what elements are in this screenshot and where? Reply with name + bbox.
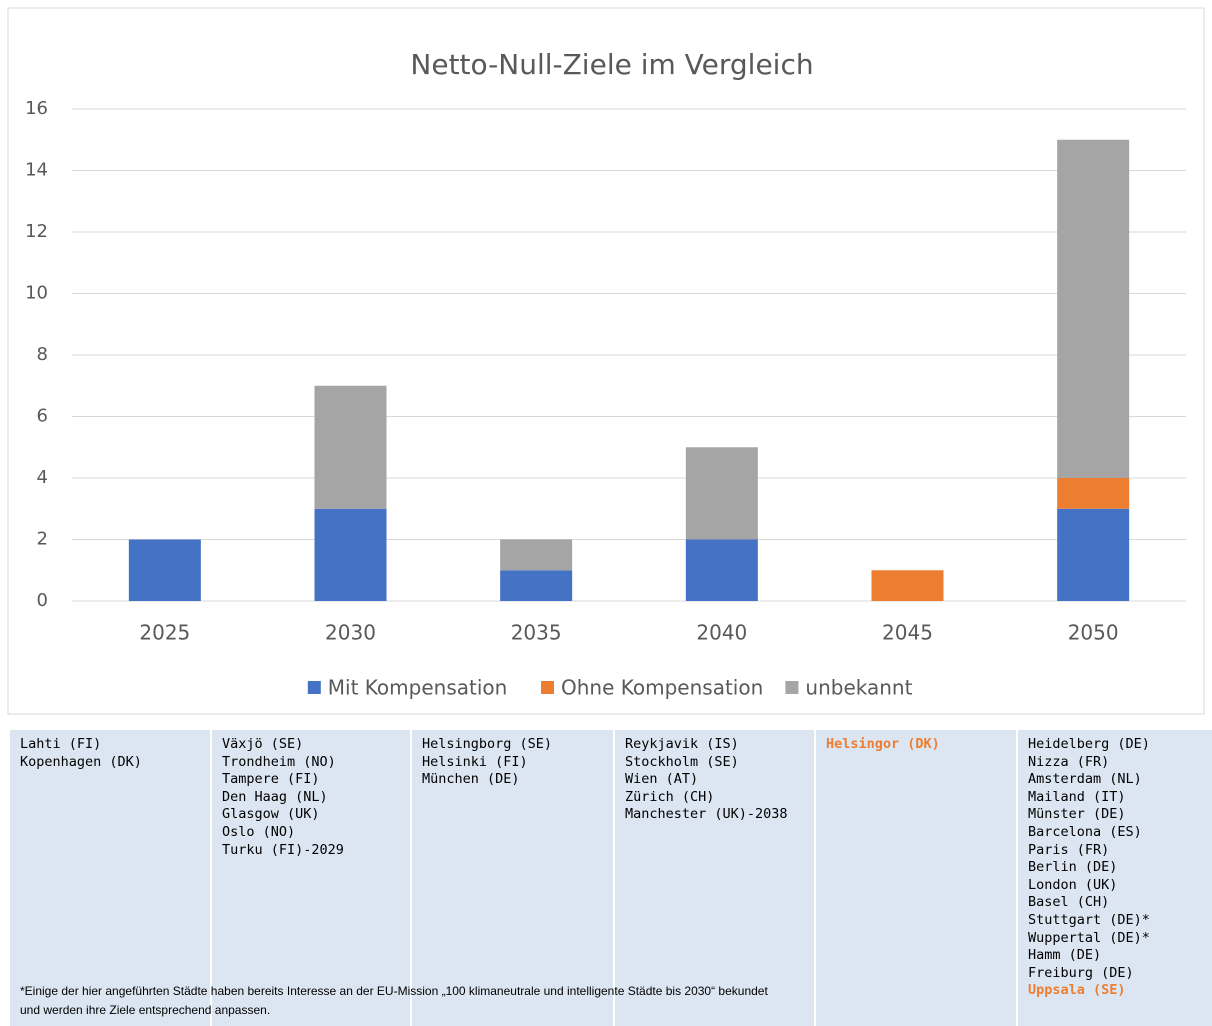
city: Reykjavik (IS) [625,736,739,752]
y-tick-label: 4 [37,467,48,488]
city: Paris (FR) [1028,841,1110,858]
y-tick-label: 10 [25,283,48,304]
footnote-line: und werden ihre Ziele entsprechend anpas… [20,1003,271,1017]
city: Glasgow (UK) [222,806,320,823]
bar-segment [1057,508,1130,601]
city: Münster (DE) [1028,806,1126,823]
city: Heidelberg (DE) [1028,736,1150,752]
city: Växjö (SE) [222,736,304,752]
city: Tampere (FI) [222,771,320,788]
city: Wien (AT) [625,771,699,788]
city: Helsingor (DK) [826,736,940,752]
city: Lahti (FI) [20,736,102,752]
bar-segment [500,539,573,571]
x-tick-label: 2045 [882,621,933,645]
y-tick-label: 16 [25,98,48,119]
city: Uppsala (SE) [1028,982,1126,999]
city-table: Lahti (FI) Kopenhagen (DK) Växjö (SE) Trond… [10,730,1212,1026]
bar-segment [685,539,758,601]
city: Hamm (DE) [1028,947,1102,964]
y-tick-label: 2 [37,529,48,550]
table-column: Reykjavik (IS) Stockholm (SE) Wien (AT) Zür… [613,730,814,1026]
bar-segment [314,385,387,509]
bar-segment [128,539,201,601]
city: Zürich (CH) [625,788,715,805]
table-column: Helsingborg (SE) Helsinki (FI) München (DE… [410,730,613,1026]
city: Helsingborg (SE) [422,736,553,752]
chart: Netto-Null-Ziele im Vergleich 0 2 4 6 8 10 12 1… [7,7,1205,715]
footnote-line: *Einige der hier angeführten Städte habe… [20,984,768,998]
city: Den Haag (NL) [222,788,328,805]
bar-segment [1057,478,1130,509]
y-tick-label: 8 [37,344,48,365]
bar-segment [1057,139,1130,478]
city: Oslo (NO) [222,823,296,840]
table-column: Växjö (SE) Trondheim (NO) Tampere (FI) Den … [210,730,410,1026]
chart-title: Netto-Null-Ziele im Vergleich [410,48,813,81]
chart-border [7,7,1205,715]
bar-segment [685,447,758,540]
city: Wuppertal (DE)* [1028,929,1150,946]
city: Nizza (FR) [1028,753,1110,770]
city: London (UK) [1028,876,1118,893]
y-tick-label: 12 [25,221,48,242]
y-tick-label: 14 [25,160,48,181]
x-tick-label: 2035 [511,621,562,645]
legend-label: Mit Kompensation [328,676,508,700]
table-column: Helsingor (DK) [814,730,1016,1026]
y-tick-label: 0 [37,590,48,611]
x-tick-label: 2050 [1068,621,1119,645]
city: Stockholm (SE) [625,753,739,770]
city: Basel (CH) [1028,894,1110,911]
city: Stuttgart (DE)* [1028,911,1150,928]
legend-swatch [307,681,321,694]
city: Manchester (UK)-2038 [625,806,788,823]
legend-swatch [541,681,554,694]
legend-label: unbekannt [805,676,912,700]
city: Barcelona (ES) [1028,823,1142,840]
x-tick-label: 2025 [139,621,190,645]
city: Freiburg (DE) [1028,964,1134,981]
table-column: Heidelberg (DE) Nizza (FR) Amsterdam (NL) M… [1016,730,1212,1026]
bar-segment [314,508,387,601]
legend-swatch [785,681,799,694]
bar-segment [871,570,944,601]
x-tick-label: 2040 [696,621,747,645]
city: Trondheim (NO) [222,753,336,770]
city: München (DE) [422,771,520,788]
city: Helsinki (FI) [422,753,528,770]
city: Mailand (IT) [1028,788,1126,805]
city: Kopenhagen (DK) [20,753,142,770]
y-tick-label: 6 [37,406,48,427]
city: Amsterdam (NL) [1028,771,1142,788]
city: Turku (FI)-2029 [222,841,344,858]
bar-segment [500,570,573,601]
x-tick-label: 2030 [325,621,376,645]
city: Berlin (DE) [1028,859,1118,876]
table-column: Lahti (FI) Kopenhagen (DK) [10,730,210,1026]
legend-label: Ohne Kompensation [561,676,763,700]
footnote: *Einige der hier angeführten Städte habe… [20,982,768,1020]
